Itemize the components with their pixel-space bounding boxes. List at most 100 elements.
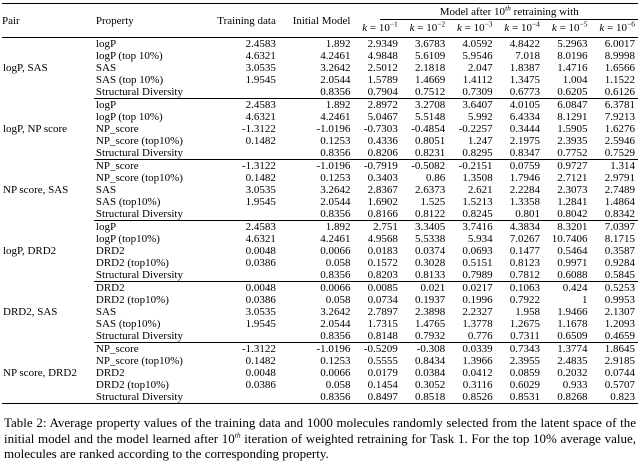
- property-cell: logP: [93, 37, 204, 50]
- table-row: logP (top10%) 4.6321 4.2461 4.9568 5.5338 5.9…: [2, 233, 638, 245]
- property-cell: logP: [93, 98, 204, 111]
- pair-block: logP, DRD2 logP 2.4583 1.892 2.751 3.3405 3.74…: [2, 220, 638, 282]
- table-row: DRD2 0.0048 0.0066 0.0179 0.0384 0.0412 0.0859…: [2, 367, 638, 379]
- k6-value-cell: 7.0397: [590, 220, 638, 233]
- training-data-cell: [203, 86, 279, 99]
- table-row: DRD2, SAS DRD2 0.0048 0.0066 0.0085 0.021 0.02…: [2, 281, 638, 318]
- k3-value-cell: 1.5213: [462, 196, 493, 208]
- k2-value-cell: 0.86: [425, 172, 446, 184]
- training-data-cell: -1.3122: [203, 159, 279, 172]
- k1-value-cell: 0.0734: [367, 294, 398, 306]
- pair-label: logP, DRD2: [3, 245, 57, 257]
- k5-value-cell: 8.3201: [542, 220, 591, 233]
- caption-text-2: iteration of weighted retraining for Tas…: [4, 430, 637, 462]
- k4-value-cell: 1.8387: [509, 62, 540, 74]
- k6-value-cell: 0.9284: [604, 257, 635, 269]
- k1-value-cell: 0.1572: [367, 257, 398, 269]
- k1-value-cell: 2.9349: [353, 37, 401, 50]
- k5-value-cell: 6.0847: [542, 98, 591, 111]
- k5-value-cell: 1.9466: [557, 306, 588, 318]
- k5-value-cell: 0.9971: [557, 257, 588, 269]
- training-data-cell: [203, 269, 279, 282]
- k5-value-cell: 0.6509: [557, 330, 588, 342]
- pair-block: logP, SAS logP 2.4583 1.892 2.9349 3.6783 4.05…: [2, 37, 638, 99]
- k2-value-cell: 2.1818: [414, 62, 446, 74]
- property-cell: Structural Diversity: [95, 330, 183, 342]
- k2-value-cell: 1.525: [420, 196, 446, 208]
- k4-value-cell: 0.7343: [495, 342, 543, 355]
- initial-model-cell: -1.0196: [316, 123, 351, 135]
- k6-value-cell: 0.0744: [604, 367, 635, 379]
- k6-value-cell: 1.4864: [604, 196, 635, 208]
- k1-value-cell: 0.7904: [367, 86, 398, 98]
- property-cell: DRD2 (top10%): [95, 379, 169, 391]
- k4-value-cell: 1.3358: [509, 196, 540, 208]
- k5-value-cell: 8.0196: [557, 50, 588, 62]
- table-header: Pair Property Training data Initial Mode…: [2, 3, 638, 38]
- k1-value-cell: 0.4336: [367, 135, 398, 147]
- column-header-k3: k = 10−3: [448, 20, 496, 38]
- pair-block: NP score, DRD2 NP_score -1.3122 -1.0196 -0.5…: [2, 342, 638, 404]
- training-data-cell: [203, 208, 279, 221]
- k4-value-cell: 0.6029: [509, 379, 540, 391]
- k1-value-cell: 4.9848: [367, 50, 398, 62]
- training-data-cell: 3.0535: [245, 184, 276, 196]
- k2-value-cell: 0.8051: [414, 135, 446, 147]
- pair-block: NP score, SAS NP_score -1.3122 -1.0196 -0.79…: [2, 159, 638, 221]
- k3-value-cell: 1.4112: [462, 74, 493, 86]
- property-cell: logP (top 10%): [95, 111, 163, 123]
- k3-value-cell: 1.247: [467, 135, 493, 147]
- table-row: Structural Diversity 0.8356 0.8206 0.8231 0.…: [2, 147, 638, 160]
- k3-value-cell: 3.7416: [448, 220, 496, 233]
- k5-value-cell: 1.1678: [557, 318, 588, 330]
- initial-model-cell: 1.892: [278, 220, 354, 233]
- table-row: logP, SAS logP 2.4583 1.892 2.9349 3.6783 4.05…: [2, 37, 638, 74]
- k3-value-cell: -0.2151: [448, 159, 496, 172]
- k5-value-cell: 2.7121: [557, 172, 588, 184]
- table-row: SAS (top10%) 1.9545 2.0544 1.6902 1.525 1.521…: [2, 196, 638, 208]
- k2-value-cell: 1.4669: [414, 74, 446, 86]
- k4-value-cell: 4.3834: [495, 220, 543, 233]
- k-header-row: k = 10−1 k = 10−2 k = 10−3 k = 10−4 k = 10−5…: [2, 20, 638, 38]
- training-data-cell: -1.3122: [241, 123, 276, 135]
- k3-value-cell: 0.0412: [462, 367, 493, 379]
- k2-value-cell: 0.0384: [414, 367, 446, 379]
- k1-value-cell: 2.8972: [353, 98, 401, 111]
- k4-value-cell: 2.3955: [509, 355, 540, 367]
- initial-model-cell: 0.058: [325, 257, 351, 269]
- k2-value-cell: 0.7932: [414, 330, 446, 342]
- k5-value-cell: 2.3935: [557, 135, 588, 147]
- table-row: logP, NP score logP 2.4583 1.892 2.8972 3.270…: [2, 98, 638, 135]
- k1-value-cell: 0.1454: [367, 379, 398, 391]
- training-data-cell: [203, 391, 279, 404]
- k1-value-cell: 0.8203: [367, 269, 398, 281]
- k1-value-cell: 0.8148: [367, 330, 398, 342]
- k6-value-cell: 1.8645: [590, 342, 638, 355]
- column-group-retraining: Model after 10th retraining with: [353, 4, 638, 20]
- initial-model-cell: -1.0196: [278, 159, 354, 172]
- k6-value-cell: 2.1307: [604, 306, 635, 318]
- column-header-k1: k = 10−1: [353, 20, 401, 38]
- caption-text-1: Average property values of the training …: [4, 415, 636, 446]
- training-data-cell: 2.4583: [203, 98, 279, 111]
- k2-value-cell: 3.6783: [400, 37, 449, 50]
- initial-model-cell: 0.8356: [320, 86, 351, 98]
- property-cell: NP_score (top10%): [95, 172, 183, 184]
- pair-label: NP score, DRD2: [3, 366, 77, 379]
- property-cell: NP_score (top10%): [95, 355, 183, 367]
- k6-value-cell: 1.314: [590, 159, 638, 172]
- k4-value-cell: 1.2675: [509, 318, 540, 330]
- k2-value-cell: 0.8122: [414, 208, 446, 220]
- k4-value-cell: 7.0267: [509, 233, 540, 245]
- training-data-cell: 4.6321: [245, 50, 276, 62]
- initial-model-cell: 2.0544: [320, 74, 351, 86]
- table-row: logP (top 10%) 4.6321 4.2461 5.0467 5.5148 5.…: [2, 111, 638, 123]
- k3-value-cell: 0.3116: [462, 379, 493, 391]
- k3-value-cell: 0.0217: [448, 281, 496, 294]
- table-row: DRD2 0.0048 0.0066 0.0183 0.0374 0.0693 0.1477…: [2, 245, 638, 257]
- initial-model-cell: 0.1253: [320, 135, 351, 147]
- k2-value-cell: 3.2708: [400, 98, 449, 111]
- k2-value-cell: 5.5148: [414, 111, 446, 123]
- k1-value-cell: 0.3403: [367, 172, 398, 184]
